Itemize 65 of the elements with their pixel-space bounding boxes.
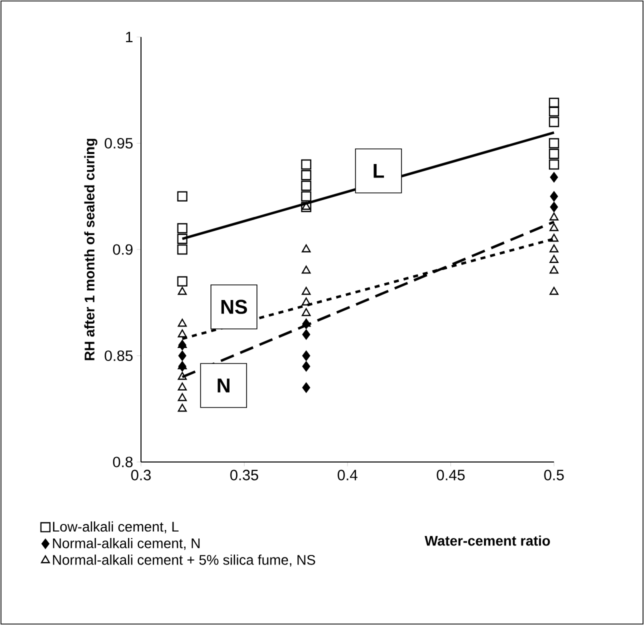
point <box>178 318 187 327</box>
point <box>178 404 187 412</box>
point <box>550 223 558 232</box>
point <box>178 393 187 402</box>
point <box>550 286 558 295</box>
point <box>177 223 188 234</box>
point <box>302 318 311 327</box>
point <box>550 255 558 263</box>
point <box>301 191 312 202</box>
point <box>177 191 188 202</box>
legend-label: Normal-alkali cement, N <box>53 538 200 550</box>
point <box>178 350 186 361</box>
point <box>178 286 187 295</box>
legend-label: Low-alkali cement, L <box>53 521 179 534</box>
point <box>177 234 188 244</box>
point <box>302 350 310 361</box>
point <box>550 212 558 220</box>
point <box>301 170 312 180</box>
point <box>548 98 560 108</box>
y-tick-label: 0.8 <box>113 456 133 468</box>
point <box>548 159 560 170</box>
point <box>178 361 187 370</box>
x-tick-label: 0.4 <box>338 470 358 480</box>
point <box>302 298 311 306</box>
point <box>302 286 311 295</box>
annotation: N <box>218 378 230 392</box>
x-tick-label: 0.5 <box>544 470 564 480</box>
x-tick-label: 0.35 <box>230 470 258 480</box>
point <box>548 116 560 128</box>
point <box>302 308 311 316</box>
y-axis-title: RH after 1 month of sealed curing <box>84 138 98 360</box>
point <box>548 138 560 148</box>
point <box>177 244 188 255</box>
x-tick-label: 0.45 <box>436 470 465 480</box>
x-tick-label: 0.3 <box>131 470 151 480</box>
point <box>177 276 188 286</box>
y-tick-label: 0.85 <box>104 350 133 362</box>
point <box>548 148 560 159</box>
point <box>178 382 187 390</box>
point <box>550 244 558 252</box>
y-tick-label: 0.95 <box>104 138 133 149</box>
point <box>302 361 310 372</box>
legend-label: Normal-alkali cement + 5% silica fume, NS <box>53 554 316 566</box>
point <box>301 159 312 170</box>
point <box>178 340 187 348</box>
x-axis-title: Water-cement ratio <box>424 535 550 546</box>
point <box>302 329 310 340</box>
point <box>178 372 187 380</box>
point <box>550 172 558 182</box>
point <box>550 202 558 212</box>
point <box>178 329 187 338</box>
y-tick-label: 1 <box>126 32 132 42</box>
point <box>550 266 558 274</box>
y-tick-label: 0.9 <box>113 244 133 255</box>
point <box>550 191 558 202</box>
annotation: NS <box>221 300 247 314</box>
point <box>302 202 311 210</box>
point <box>302 266 311 274</box>
annotation: L <box>374 164 384 178</box>
point <box>301 202 312 212</box>
point <box>550 234 558 242</box>
point <box>548 106 560 116</box>
point <box>302 244 311 252</box>
point <box>302 382 310 393</box>
point <box>301 180 312 191</box>
